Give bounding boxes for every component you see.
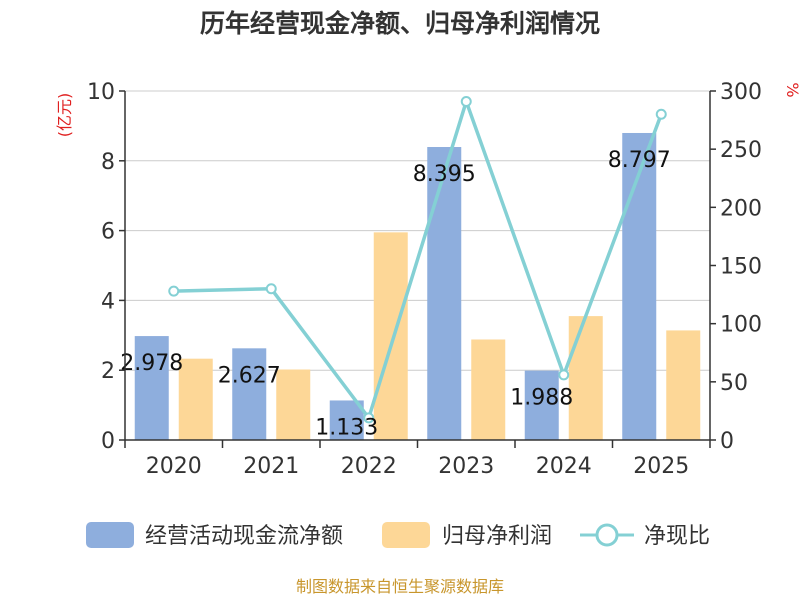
y-right-tick-label: 250 (720, 138, 762, 163)
bar-netprofit (373, 232, 408, 440)
series-netprofit-bars (178, 232, 701, 440)
bar-data-label: 2.978 (120, 351, 183, 376)
bar-data-label: 8.395 (413, 162, 476, 187)
y-right-unit: % (783, 82, 800, 97)
grid-lines (125, 90, 710, 371)
bar-data-labels: 2.978 2.627 1.133 8.395 1.988 8.797 (120, 148, 670, 440)
series-cashflow-bars (134, 132, 657, 441)
bar-cashflow (427, 147, 462, 440)
legend-label-cashflow: 经营活动现金流净额 (145, 524, 343, 549)
x-tick-label: 2023 (438, 454, 494, 479)
y-left-unit: (亿元) (55, 93, 74, 138)
ratio-line-point (265, 283, 277, 295)
y-left-tick-label: 2 (101, 359, 115, 384)
ratio-line-point (558, 369, 570, 381)
legend-swatch-netprofit (382, 522, 430, 548)
x-tick-label: 2025 (633, 454, 689, 479)
y-right-tick-label: 300 (720, 80, 762, 105)
y-right-tick-label: 50 (720, 371, 748, 396)
legend-swatch-ratio-marker (595, 523, 619, 547)
ratio-line-point (655, 108, 667, 120)
y-right-tick-label: 200 (720, 196, 762, 221)
bar-data-label: 1.133 (315, 415, 378, 440)
legend-label-netprofit: 归母净利润 (442, 524, 552, 549)
series-ratio-line (168, 95, 667, 424)
y-left-tick-label: 6 (101, 220, 115, 245)
ratio-line-point (363, 412, 375, 424)
x-tick-label: 2021 (243, 454, 299, 479)
bar-netprofit (178, 358, 213, 440)
bar-cashflow (329, 400, 364, 440)
bar-netprofit (666, 330, 701, 440)
x-tick-label: 2020 (146, 454, 202, 479)
y-left-tick-label: 0 (101, 429, 115, 454)
bar-data-label: 2.627 (218, 363, 281, 388)
y-left-tick-label: 10 (87, 80, 115, 105)
y-left-tick-label: 4 (101, 289, 115, 314)
bar-netprofit (568, 316, 603, 440)
legend-label-ratio: 净现比 (644, 524, 710, 549)
bar-cashflow (232, 348, 267, 440)
legend-swatch-cashflow (86, 522, 134, 548)
legend: 经营活动现金流净额 归母净利润 净现比 (86, 522, 710, 549)
bar-netprofit (276, 369, 311, 440)
y-right-tick-label: 0 (720, 429, 734, 454)
bar-cashflow (134, 336, 169, 440)
bar-netprofit (471, 339, 506, 440)
x-tick-label: 2024 (536, 454, 592, 479)
bar-cashflow (524, 370, 559, 440)
bar-data-label: 8.797 (608, 148, 671, 173)
ratio-line-path (173, 95, 663, 422)
ratio-line-point (168, 285, 180, 297)
ratio-line-point (460, 95, 472, 107)
y-right-tick-label: 100 (720, 313, 762, 338)
chart-title: 历年经营现金净额、归母净利润情况 (200, 9, 600, 38)
bar-data-label: 1.988 (510, 386, 573, 411)
footer-source: 制图数据来自恒生聚源数据库 (296, 577, 504, 596)
bar-cashflow (622, 132, 657, 441)
x-tick-label: 2022 (341, 454, 397, 479)
y-left-tick-label: 8 (101, 150, 115, 175)
y-right-tick-label: 150 (720, 255, 762, 280)
